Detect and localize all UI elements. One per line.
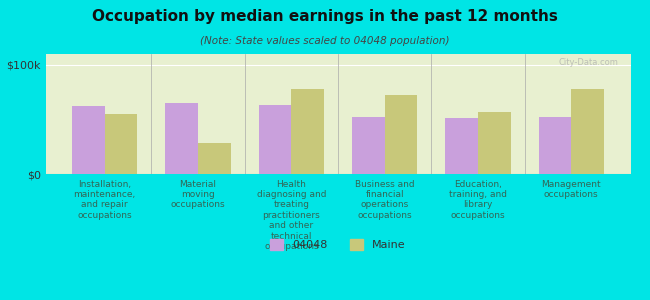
- Bar: [571, 89, 604, 174]
- Text: Occupation by median earnings in the past 12 months: Occupation by median earnings in the pas…: [92, 9, 558, 24]
- Bar: [105, 114, 137, 174]
- Bar: [165, 103, 198, 174]
- Bar: [72, 106, 105, 174]
- Bar: [539, 117, 571, 174]
- Text: (Note: State values scaled to 04048 population): (Note: State values scaled to 04048 popu…: [200, 36, 450, 46]
- Legend: 04048, Maine: 04048, Maine: [266, 235, 410, 255]
- Text: City-Data.com: City-Data.com: [559, 58, 619, 67]
- Bar: [259, 105, 291, 174]
- Bar: [291, 89, 324, 174]
- Bar: [198, 143, 231, 174]
- Bar: [385, 95, 417, 174]
- Bar: [478, 112, 511, 174]
- Bar: [352, 117, 385, 174]
- Bar: [445, 118, 478, 174]
